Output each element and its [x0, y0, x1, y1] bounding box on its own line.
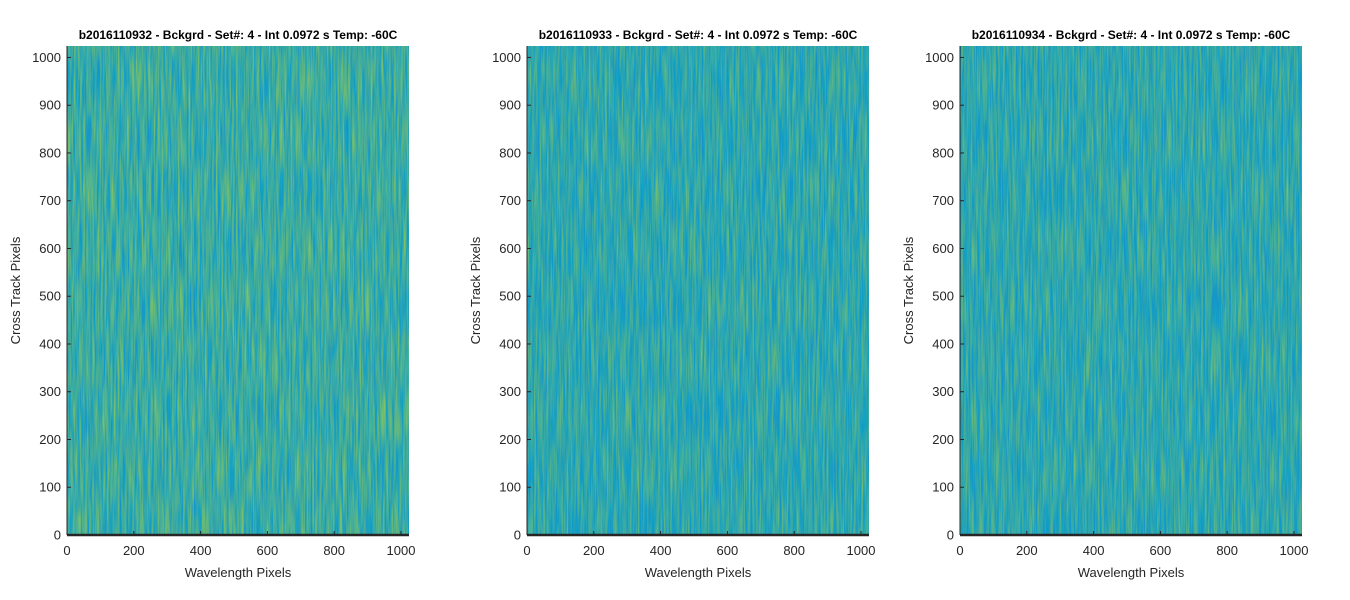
- y-tick-label: 500: [932, 289, 954, 304]
- y-tick-label: 800: [499, 145, 521, 160]
- y-tick-label: 400: [499, 336, 521, 351]
- y-tick-label: 900: [499, 98, 521, 113]
- y-tick-label: 400: [932, 336, 954, 351]
- x-tick-label: 400: [1083, 543, 1105, 558]
- heatmap-high-texture: [960, 46, 1302, 535]
- heatmap-high-texture: [67, 46, 409, 535]
- y-tick-label: 100: [932, 480, 954, 495]
- y-tick-label: 300: [39, 384, 61, 399]
- chart-panel-1: 0 200 400 600 800 1000 0 100 200 300 400 500 600 700 8…: [8, 28, 415, 580]
- chart-title: b2016110932 - Bckgrd - Set#: 4 - Int 0.0…: [79, 28, 398, 42]
- x-axis-label: Wavelength Pixels: [1078, 565, 1185, 580]
- y-tick-label: 500: [39, 289, 61, 304]
- y-tick-label: 0: [947, 528, 954, 543]
- y-tick-label: 600: [932, 241, 954, 256]
- y-tick-label: 0: [54, 528, 61, 543]
- x-tick-label: 800: [1216, 543, 1238, 558]
- x-tick-label: 200: [1016, 543, 1038, 558]
- y-tick-label: 600: [39, 241, 61, 256]
- y-tick-label: 0: [514, 528, 521, 543]
- x-tick-label: 400: [190, 543, 212, 558]
- x-tick-label: 0: [523, 543, 530, 558]
- y-axis-label: Cross Track Pixels: [8, 236, 23, 344]
- y-axis-label: Cross Track Pixels: [901, 236, 916, 344]
- y-axis-label: Cross Track Pixels: [468, 236, 483, 344]
- y-tick-label: 800: [39, 145, 61, 160]
- chart-panel-2: 0 200 400 600 800 1000 0 100 200 300 400 500 600 700 8…: [468, 28, 875, 580]
- y-tick-label: 1000: [925, 50, 954, 65]
- x-tick-label: 600: [257, 543, 279, 558]
- y-tick-label: 700: [932, 193, 954, 208]
- x-tick-label: 800: [323, 543, 345, 558]
- x-axis-label: Wavelength Pixels: [185, 565, 292, 580]
- x-tick-label: 1000: [1280, 543, 1309, 558]
- x-tick-label: 1000: [847, 543, 876, 558]
- x-tick-label: 200: [123, 543, 145, 558]
- chart-title: b2016110933 - Bckgrd - Set#: 4 - Int 0.0…: [539, 28, 858, 42]
- y-tick-label: 700: [39, 193, 61, 208]
- x-tick-label: 200: [583, 543, 605, 558]
- y-tick-label: 900: [39, 98, 61, 113]
- x-tick-label: 600: [1150, 543, 1172, 558]
- x-tick-label: 0: [956, 543, 963, 558]
- heatmap-image: [67, 46, 409, 535]
- y-tick-label: 500: [499, 289, 521, 304]
- chart-panel-3: 0 200 400 600 800 1000 0 100 200 300 400 500 600 700 8…: [901, 28, 1308, 580]
- heatmap-image: [527, 46, 869, 535]
- y-tick-label: 200: [39, 432, 61, 447]
- x-tick-label: 800: [783, 543, 805, 558]
- y-tick-label: 300: [932, 384, 954, 399]
- x-axis-label: Wavelength Pixels: [645, 565, 752, 580]
- y-tick-label: 200: [499, 432, 521, 447]
- heatmap-high-texture: [527, 46, 869, 535]
- x-tick-label: 600: [717, 543, 739, 558]
- x-tick-label: 1000: [387, 543, 416, 558]
- y-tick-label: 600: [499, 241, 521, 256]
- y-tick-label: 1000: [32, 50, 61, 65]
- y-tick-label: 300: [499, 384, 521, 399]
- y-tick-label: 200: [932, 432, 954, 447]
- chart-title: b2016110934 - Bckgrd - Set#: 4 - Int 0.0…: [972, 28, 1291, 42]
- y-tick-label: 1000: [492, 50, 521, 65]
- y-tick-label: 800: [932, 145, 954, 160]
- heatmap-image: [960, 46, 1302, 535]
- y-tick-label: 900: [932, 98, 954, 113]
- x-tick-label: 0: [63, 543, 70, 558]
- y-tick-label: 100: [499, 480, 521, 495]
- y-tick-label: 700: [499, 193, 521, 208]
- y-tick-label: 100: [39, 480, 61, 495]
- y-tick-label: 400: [39, 336, 61, 351]
- x-tick-label: 400: [650, 543, 672, 558]
